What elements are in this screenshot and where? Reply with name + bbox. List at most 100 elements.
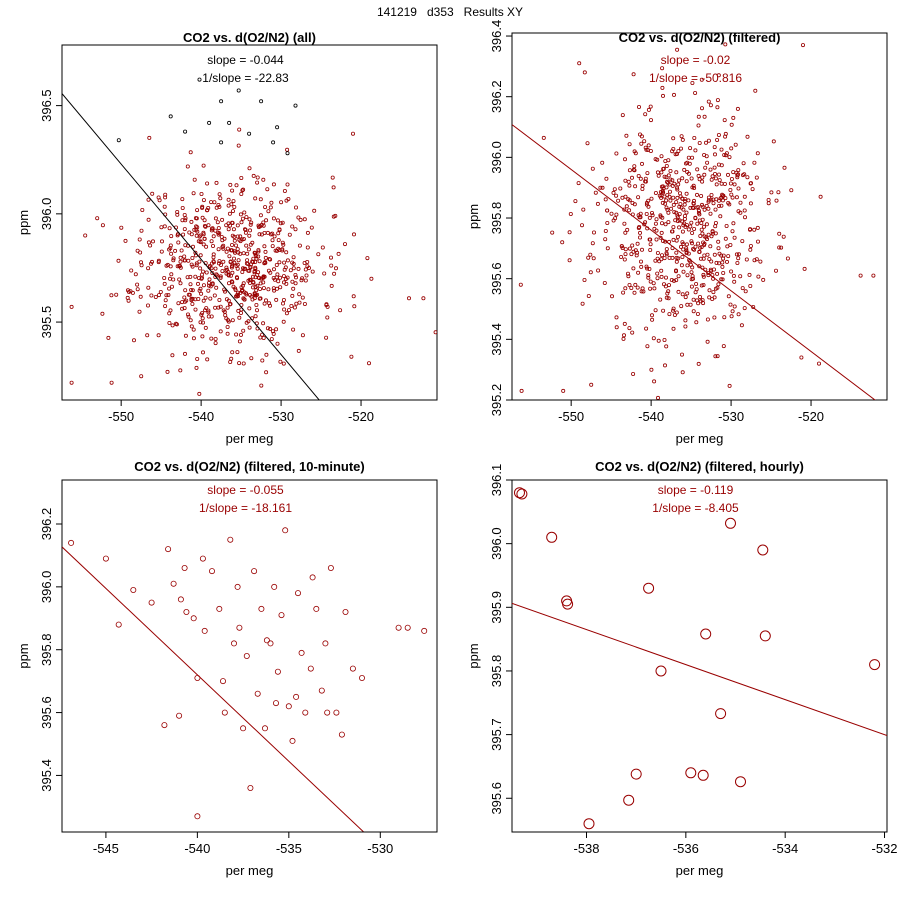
data-point	[182, 227, 187, 232]
data-point	[658, 214, 663, 219]
data-point	[649, 367, 654, 372]
excluded-point	[219, 99, 224, 104]
data-point	[296, 266, 301, 271]
data-point	[213, 228, 218, 233]
data-point	[222, 287, 227, 292]
data-point	[250, 274, 255, 279]
data-point	[693, 148, 698, 153]
data-point	[167, 226, 172, 231]
data-point	[676, 256, 681, 261]
data-point	[213, 216, 218, 221]
data-point	[261, 177, 266, 182]
data-point	[817, 361, 822, 366]
data-point	[661, 308, 666, 313]
data-point	[251, 280, 256, 285]
data-point	[546, 531, 558, 543]
data-point	[678, 194, 683, 199]
data-point	[147, 135, 152, 140]
data-point	[699, 227, 704, 232]
data-point	[280, 301, 285, 306]
data-point	[243, 653, 250, 660]
data-point	[680, 176, 685, 181]
x-tick-label: -550	[558, 409, 584, 424]
data-point	[138, 250, 143, 255]
data-point	[218, 274, 223, 279]
data-point	[282, 267, 287, 272]
data-point	[693, 91, 698, 96]
data-point	[637, 105, 642, 110]
data-point	[622, 221, 627, 226]
data-point	[178, 255, 183, 260]
data-point	[252, 296, 257, 301]
data-point	[264, 370, 269, 375]
x-tick-label: -530	[268, 409, 294, 424]
data-point	[285, 703, 292, 710]
data-point	[734, 252, 739, 257]
data-point	[698, 233, 703, 238]
data-point	[706, 99, 711, 104]
data-point	[661, 166, 666, 171]
y-tick-label: 396.0	[39, 571, 54, 604]
data-point	[228, 359, 233, 364]
data-point	[235, 247, 240, 252]
data-point	[623, 230, 628, 235]
data-point	[109, 380, 114, 385]
data-point	[659, 154, 664, 159]
data-point	[95, 216, 100, 221]
data-point	[284, 311, 289, 316]
data-point	[715, 285, 720, 290]
data-point	[255, 175, 260, 180]
data-point	[640, 183, 645, 188]
data-point	[188, 150, 193, 155]
data-point	[614, 151, 619, 156]
data-point	[185, 275, 190, 280]
data-point	[278, 612, 285, 619]
data-point	[210, 226, 215, 231]
data-point	[199, 312, 204, 317]
data-point	[785, 256, 790, 261]
data-point	[196, 296, 201, 301]
data-point	[282, 307, 287, 312]
data-point	[685, 263, 690, 268]
data-point	[273, 248, 278, 253]
data-point	[290, 293, 295, 298]
y-tick-label: 396.2	[39, 508, 54, 541]
data-point	[240, 283, 245, 288]
data-point	[674, 259, 679, 264]
data-point	[338, 731, 345, 738]
data-point	[858, 273, 863, 278]
data-point	[228, 259, 233, 264]
data-point	[269, 200, 274, 205]
data-point	[230, 270, 235, 275]
data-point	[231, 284, 236, 289]
data-point	[336, 251, 341, 256]
data-point	[250, 285, 255, 290]
data-point	[690, 81, 695, 86]
data-point	[328, 255, 333, 260]
data-point	[221, 709, 228, 716]
data-point	[277, 260, 282, 265]
data-point	[664, 247, 669, 252]
data-point	[675, 185, 680, 190]
data-point	[227, 302, 232, 307]
data-point	[218, 329, 223, 334]
data-point	[694, 281, 699, 286]
data-point	[316, 252, 321, 257]
data-point	[137, 237, 142, 242]
data-point	[129, 268, 134, 273]
data-point	[214, 285, 219, 290]
data-point	[665, 207, 670, 212]
data-point	[209, 336, 214, 341]
data-point	[709, 177, 714, 182]
data-point	[742, 172, 747, 177]
data-point	[276, 238, 281, 243]
data-point	[706, 232, 711, 237]
data-point	[714, 260, 719, 265]
data-point	[789, 188, 794, 193]
data-point	[329, 283, 334, 288]
data-point	[699, 244, 704, 249]
panel-title: CO2 vs. d(O2/N2) (filtered, hourly)	[595, 459, 804, 474]
data-point	[263, 637, 270, 644]
data-point	[660, 221, 665, 226]
data-point	[200, 334, 205, 339]
